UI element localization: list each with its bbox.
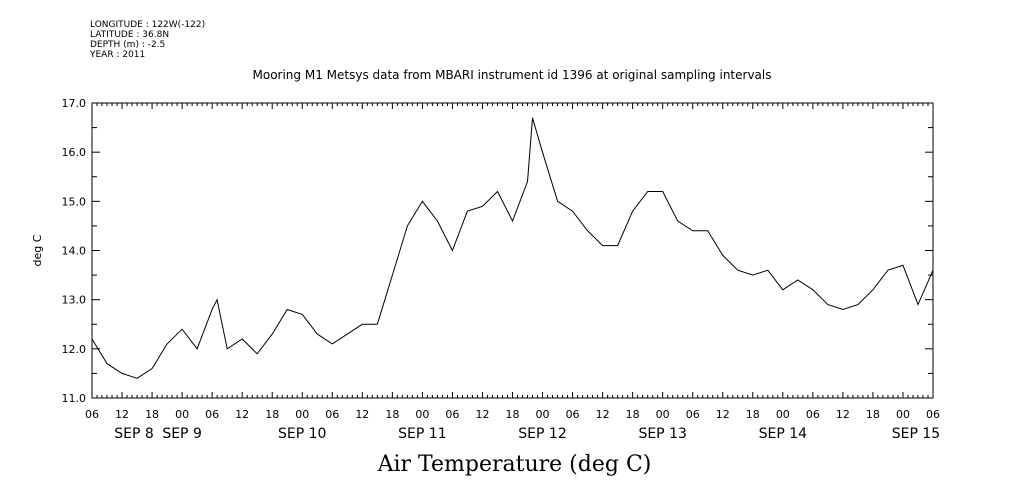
x-tick-label: 12	[475, 408, 489, 421]
x-day-label: SEP 15	[892, 426, 940, 442]
x-day-label: SEP 11	[398, 426, 446, 442]
x-day-label: SEP 8	[114, 426, 154, 442]
x-tick-label: 00	[175, 408, 189, 421]
series-line	[91, 117, 934, 379]
longitude-label: LONGITUDE : 122W(-122)	[90, 20, 206, 30]
x-tick-label: 06	[806, 408, 820, 421]
y-tick-label: 16.0	[62, 146, 87, 159]
plot-frame	[91, 102, 934, 399]
y-tick-label: 12.0	[62, 343, 87, 356]
x-tick-label: 12	[836, 408, 850, 421]
depth-label: DEPTH (m) : -2.5	[90, 40, 166, 50]
y-tick-label: 17.0	[62, 97, 87, 110]
variable-title: Air Temperature (deg C)	[377, 452, 652, 477]
x-tick-label: 00	[896, 408, 910, 421]
x-tick-label: 06	[926, 408, 940, 421]
x-tick-label: 18	[506, 408, 520, 421]
x-day-label: SEP 14	[759, 426, 808, 442]
latitude-label: LATITUDE : 36.8N	[90, 30, 170, 40]
x-tick-label: 00	[415, 408, 429, 421]
x-tick-label: 18	[746, 408, 760, 421]
x-tick-label: 00	[656, 408, 670, 421]
x-tick-label: 06	[205, 408, 219, 421]
x-day-label: SEP 10	[278, 426, 326, 442]
x-tick-label: 06	[325, 408, 339, 421]
x-tick-label: 00	[536, 408, 550, 421]
x-tick-label: 12	[716, 408, 730, 421]
x-day-label: SEP 12	[518, 426, 566, 442]
x-tick-label: 00	[295, 408, 309, 421]
y-axis-label: deg C	[31, 234, 44, 266]
x-tick-label: 12	[596, 408, 610, 421]
y-tick-label: 13.0	[62, 294, 87, 307]
x-tick-label: 12	[235, 408, 249, 421]
x-tick-label: 18	[145, 408, 159, 421]
x-tick-label: 18	[385, 408, 399, 421]
x-tick-label: 18	[626, 408, 640, 421]
y-tick-label: 15.0	[62, 195, 87, 208]
x-tick-label: 06	[686, 408, 700, 421]
metadata-header: LONGITUDE : 122W(-122) LATITUDE : 36.8N …	[90, 20, 205, 60]
x-day-label: SEP 13	[638, 426, 686, 442]
x-tick-label: 18	[866, 408, 880, 421]
x-day-label: SEP 9	[162, 426, 202, 442]
x-tick-label: 18	[265, 408, 279, 421]
y-tick-label: 11.0	[62, 392, 87, 405]
x-tick-label: 06	[85, 408, 99, 421]
y-tick-label: 14.0	[62, 245, 87, 258]
x-tick-label: 00	[776, 408, 790, 421]
x-tick-label: 12	[115, 408, 129, 421]
x-tick-label: 06	[445, 408, 459, 421]
year-label: YEAR : 2011	[90, 50, 146, 60]
chart-title: Mooring M1 Metsys data from MBARI instru…	[252, 68, 772, 82]
x-tick-label: 06	[566, 408, 580, 421]
x-tick-label: 12	[355, 408, 369, 421]
